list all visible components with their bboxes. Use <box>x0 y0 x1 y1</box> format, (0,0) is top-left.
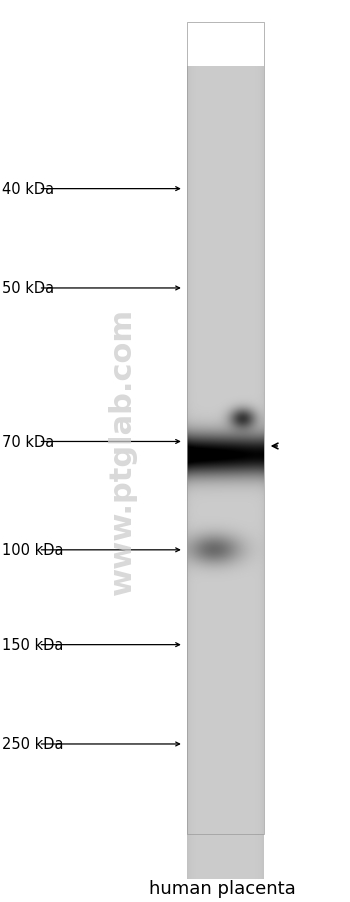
Text: 250 kDa: 250 kDa <box>2 737 63 751</box>
Text: 150 kDa: 150 kDa <box>2 638 63 652</box>
Text: 40 kDa: 40 kDa <box>2 182 54 197</box>
Bar <box>187 23 264 834</box>
Text: human placenta: human placenta <box>149 879 296 897</box>
Text: 50 kDa: 50 kDa <box>2 281 54 296</box>
Text: www.ptglab.com: www.ptglab.com <box>108 308 137 594</box>
Text: 100 kDa: 100 kDa <box>2 543 63 557</box>
Text: 70 kDa: 70 kDa <box>2 435 54 449</box>
